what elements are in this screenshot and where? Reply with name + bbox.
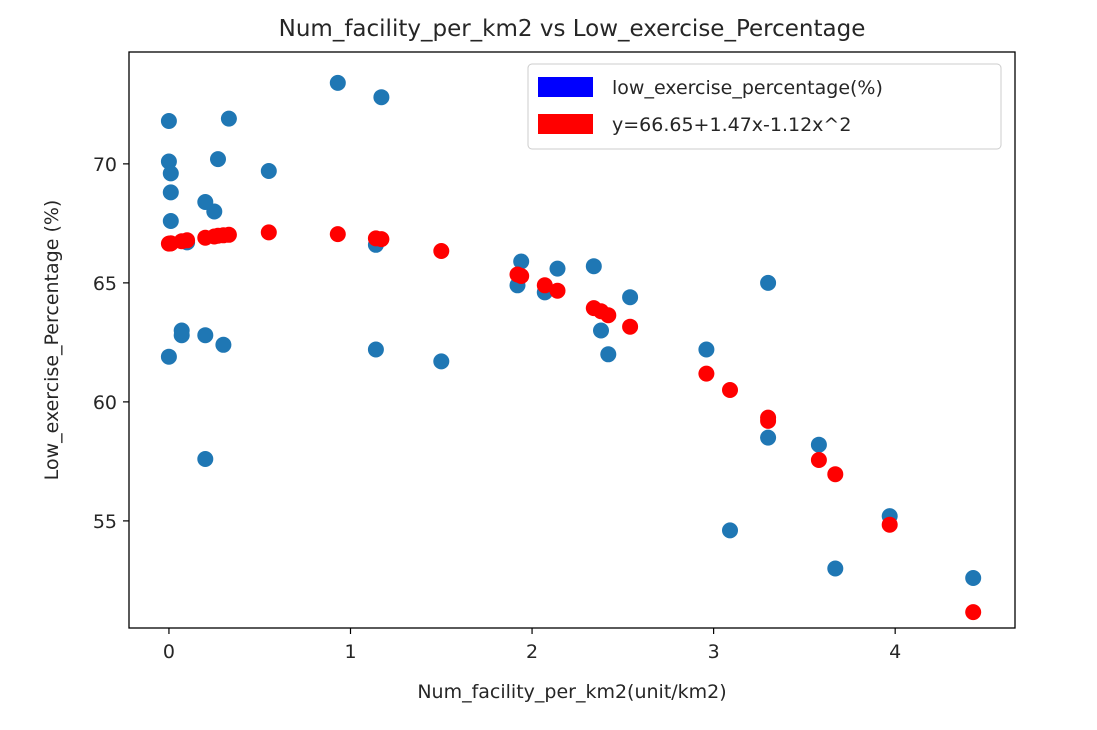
data-point — [881, 516, 898, 533]
y-axis-ticks: 55 60 65 70 — [93, 154, 129, 533]
chart-title: Num_facility_per_km2 vs Low_exercise_Per… — [279, 16, 866, 42]
data-point — [210, 151, 226, 168]
data-point — [622, 289, 639, 306]
legend-swatch-fit — [538, 114, 593, 134]
data-point — [760, 429, 777, 446]
data-point — [810, 436, 827, 453]
data-point — [698, 365, 715, 382]
data-point — [260, 224, 277, 241]
data-point — [197, 327, 214, 344]
x-tick-label: 0 — [163, 641, 175, 663]
data-point — [162, 213, 179, 229]
data-point — [965, 570, 982, 586]
data-point — [162, 184, 179, 201]
data-point — [810, 452, 827, 468]
data-point — [827, 466, 844, 483]
data-point — [698, 341, 715, 358]
data-point — [215, 336, 232, 353]
data-point — [173, 322, 190, 339]
data-point — [549, 282, 566, 299]
data-point — [536, 277, 553, 294]
legend-label-low-exercise: low_exercise_percentage(%) — [612, 77, 883, 99]
data-point — [160, 348, 177, 365]
data-point — [760, 274, 777, 291]
plot-area — [160, 74, 982, 621]
data-point — [197, 451, 214, 467]
data-point — [722, 522, 738, 539]
x-tick-label: 4 — [889, 641, 901, 663]
data-point — [220, 110, 237, 127]
y-tick-label: 65 — [93, 273, 117, 295]
series-0 — [160, 74, 982, 586]
data-point — [162, 165, 179, 182]
data-point — [513, 268, 530, 284]
data-point — [760, 412, 777, 429]
y-tick-label: 60 — [93, 392, 117, 414]
data-point — [585, 258, 602, 275]
data-point — [329, 74, 346, 91]
data-point — [600, 346, 617, 363]
y-tick-label: 70 — [93, 154, 117, 176]
data-point — [549, 260, 566, 277]
data-point — [600, 307, 617, 324]
x-tick-label: 3 — [708, 641, 720, 663]
legend-swatch-low-exercise — [538, 77, 593, 97]
data-point — [593, 322, 609, 339]
data-point — [965, 604, 982, 621]
y-axis-label: Low_exercise_Percentage (%) — [41, 200, 63, 481]
data-point — [329, 226, 346, 243]
x-tick-label: 2 — [526, 641, 538, 663]
legend-label-fit: y=66.65+1.47x-1.12x^2 — [612, 114, 851, 136]
data-point — [160, 153, 177, 170]
data-point — [179, 232, 196, 249]
data-point — [160, 113, 177, 129]
legend-box — [527, 63, 1002, 150]
data-point — [220, 226, 237, 243]
data-point — [827, 560, 844, 577]
y-tick-label: 55 — [93, 511, 117, 533]
data-point — [722, 382, 738, 398]
legend: low_exercise_percentage(%) y=66.65+1.47x… — [527, 63, 1002, 150]
data-point — [433, 243, 450, 259]
data-point — [433, 353, 450, 370]
data-point — [206, 203, 223, 220]
data-point — [367, 341, 384, 358]
x-axis-ticks: 0 1 2 3 4 — [163, 628, 901, 663]
data-point — [373, 89, 390, 106]
plot-frame — [128, 51, 1016, 629]
series-1 — [160, 224, 982, 621]
x-tick-label: 1 — [344, 641, 356, 663]
data-point — [513, 253, 530, 270]
data-point — [622, 318, 639, 335]
data-point — [373, 231, 390, 248]
data-point — [260, 163, 277, 179]
x-axis-label: Num_facility_per_km2(unit/km2) — [417, 681, 726, 703]
